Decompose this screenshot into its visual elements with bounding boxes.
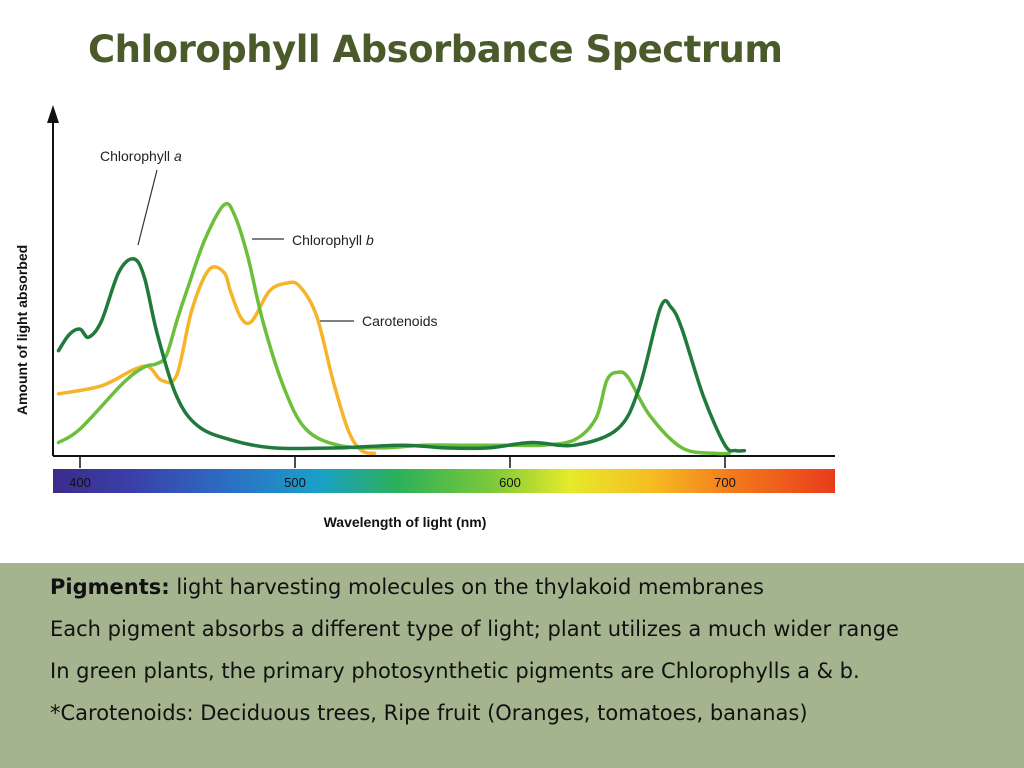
absorbance-chart-svg: 400 500 600 700 Wavelength of light (nm) Amou…	[14, 105, 835, 530]
label-carotenoids: Carotenoids	[362, 313, 438, 329]
label-chlorophyll-a-leader	[137, 169, 158, 246]
series-chlorophyll-b	[56, 201, 732, 456]
note-pigments-heading: Pigments:	[50, 575, 170, 599]
slide-title: Chlorophyll Absorbance Spectrum	[88, 28, 783, 71]
y-axis-arrow	[47, 105, 59, 123]
note-pigments: Pigments: light harvesting molecules on …	[50, 575, 764, 599]
x-tick-label-400: 400	[69, 475, 91, 490]
note-pigments-text: light harvesting molecules on the thylak…	[169, 575, 764, 599]
x-tick-label-500: 500	[284, 475, 306, 490]
x-tick-label-700: 700	[714, 475, 736, 490]
series-carotenoids	[56, 265, 377, 456]
note-absorbs: Each pigment absorbs a different type of…	[50, 617, 899, 641]
note-green-plants: In green plants, the primary photosynthe…	[50, 659, 860, 683]
x-axis-title: Wavelength of light (nm)	[324, 514, 487, 530]
y-axis-title: Amount of light absorbed	[14, 245, 30, 415]
spectrum-bar	[53, 469, 835, 493]
label-chlorophyll-b: Chlorophyll b	[292, 232, 374, 248]
notes-panel: Pigments: light harvesting molecules on …	[0, 563, 1024, 768]
note-carotenoids: *Carotenoids: Deciduous trees, Ripe frui…	[50, 701, 808, 725]
series-chlorophyll-a	[56, 257, 747, 453]
label-chlorophyll-a: Chlorophyll a	[100, 148, 182, 164]
absorbance-chart: 400 500 600 700 Wavelength of light (nm) Amou…	[0, 95, 840, 545]
x-tick-label-600: 600	[499, 475, 521, 490]
